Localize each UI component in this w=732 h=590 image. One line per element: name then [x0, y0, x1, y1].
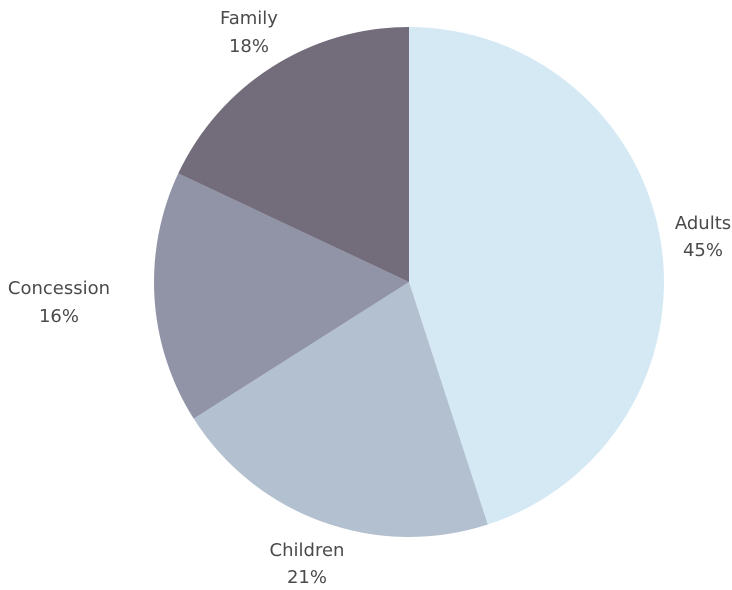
- pie-slice-family: [178, 27, 409, 282]
- pie-slices: [154, 27, 664, 537]
- slice-percent-adults: 45%: [683, 240, 723, 261]
- slice-label-adults: Adults: [675, 213, 731, 234]
- slice-label-children: Children: [270, 540, 345, 561]
- slice-label-concession: Concession: [8, 278, 110, 299]
- slice-percent-concession: 16%: [39, 306, 79, 327]
- pie-slice-children: [193, 282, 488, 537]
- pie-slice-concession: [154, 173, 409, 419]
- pie-slice-adults: [409, 27, 664, 525]
- slice-percent-family: 18%: [229, 36, 269, 57]
- slice-percent-children: 21%: [287, 567, 327, 588]
- pie-labels: Adults 45% Children 21% Concession 16% Family 1…: [8, 8, 731, 588]
- slice-label-family: Family: [220, 8, 278, 29]
